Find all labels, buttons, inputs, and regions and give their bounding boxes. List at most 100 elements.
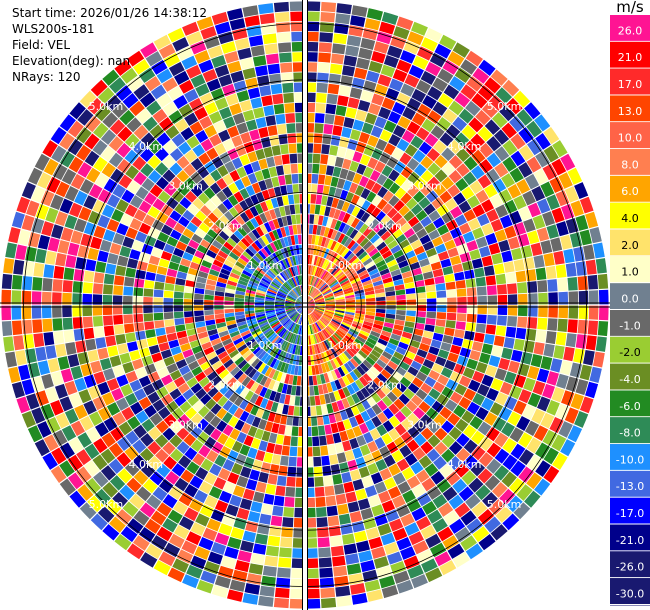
velocity-gate	[415, 388, 428, 401]
velocity-gate	[426, 311, 437, 319]
velocity-gate	[330, 218, 338, 229]
velocity-gate	[122, 361, 135, 374]
velocity-gate	[92, 316, 104, 327]
velocity-gate	[471, 445, 486, 461]
colorbar-swatch	[610, 336, 650, 365]
velocity-gate	[291, 426, 299, 437]
velocity-gate	[370, 330, 381, 338]
velocity-gate	[312, 323, 318, 333]
velocity-gate	[163, 52, 181, 68]
velocity-gate	[168, 485, 183, 500]
velocity-gate	[166, 268, 178, 278]
velocity-gate	[332, 317, 342, 324]
velocity-gate	[120, 67, 138, 84]
velocity-gate	[70, 420, 86, 437]
colorbar-swatch	[610, 497, 650, 526]
velocity-gate	[283, 435, 291, 446]
velocity-gate	[495, 273, 507, 285]
velocity-gate	[386, 295, 396, 301]
velocity-gate	[478, 158, 493, 174]
velocity-gate	[76, 449, 92, 466]
velocity-gate	[289, 343, 295, 354]
velocity-gate	[185, 280, 196, 288]
velocity-gate	[212, 259, 224, 268]
velocity-gate	[99, 357, 112, 371]
velocity-gate	[516, 109, 533, 126]
velocity-gate	[341, 262, 350, 271]
velocity-gate	[385, 290, 396, 297]
velocity-gate	[360, 211, 371, 223]
velocity-gate	[375, 138, 388, 151]
velocity-gate	[350, 194, 360, 206]
velocity-gate	[291, 558, 305, 569]
velocity-gate	[416, 298, 427, 305]
velocity-gate	[518, 144, 534, 161]
colorbar-tick: -26.0	[616, 561, 644, 574]
velocity-gate	[226, 345, 237, 355]
velocity-gate	[449, 518, 466, 534]
velocity-gate	[178, 455, 192, 469]
velocity-gate	[37, 234, 50, 250]
velocity-gate	[348, 25, 364, 37]
velocity-gate	[297, 324, 301, 335]
velocity-gate	[415, 286, 426, 294]
velocity-gate	[481, 397, 495, 411]
velocity-gate	[283, 363, 290, 374]
velocity-gate	[312, 277, 318, 287]
velocity-gate	[498, 406, 513, 421]
velocity-gate	[396, 138, 410, 152]
velocity-gate	[286, 308, 296, 313]
velocity-gate	[247, 173, 258, 185]
velocity-gate	[169, 434, 183, 448]
velocity-gate	[383, 281, 394, 288]
velocity-gate	[415, 127, 430, 141]
velocity-gate	[112, 364, 125, 378]
velocity-gate	[346, 384, 356, 395]
velocity-gate	[494, 162, 509, 178]
velocity-gate	[530, 242, 543, 257]
velocity-gate	[472, 370, 485, 383]
velocity-gate	[314, 278, 320, 288]
velocity-gate	[354, 185, 365, 197]
velocity-gate	[327, 515, 340, 527]
velocity-gate	[192, 144, 206, 157]
velocity-gate	[278, 327, 286, 337]
velocity-gate	[360, 507, 374, 520]
colorbar-swatch	[610, 229, 650, 257]
velocity-gate	[355, 488, 368, 501]
velocity-gate	[334, 294, 345, 299]
velocity-gate	[245, 220, 255, 231]
velocity-gate	[467, 401, 480, 415]
velocity-gate	[93, 122, 109, 139]
velocity-gate	[400, 405, 412, 418]
velocity-gate	[323, 227, 330, 238]
velocity-gate	[422, 358, 435, 369]
velocity-gate	[543, 447, 559, 465]
velocity-gate	[313, 310, 323, 316]
velocity-gate	[123, 286, 134, 296]
velocity-gate	[350, 469, 361, 481]
velocity-gate	[245, 520, 259, 533]
velocity-gate	[368, 536, 383, 550]
velocity-gate	[395, 346, 407, 356]
velocity-gate	[215, 254, 226, 264]
velocity-gate	[511, 247, 523, 261]
velocity-gate	[163, 305, 174, 313]
velocity-gate	[382, 190, 394, 203]
velocity-gate	[176, 330, 188, 339]
velocity-gate	[324, 237, 331, 248]
velocity-gate	[319, 258, 326, 268]
velocity-gate	[322, 315, 331, 322]
velocity-gate	[393, 398, 405, 410]
velocity-gate	[311, 173, 319, 184]
velocity-gate	[199, 265, 210, 274]
velocity-gate	[347, 97, 360, 109]
velocity-gate	[292, 266, 297, 276]
velocity-gate	[132, 240, 144, 252]
velocity-gate	[218, 330, 229, 338]
velocity-gate	[585, 335, 597, 351]
velocity-gate	[329, 535, 343, 547]
velocity-gate	[492, 417, 507, 432]
velocity-gate	[194, 315, 205, 323]
velocity-gate	[267, 473, 278, 485]
